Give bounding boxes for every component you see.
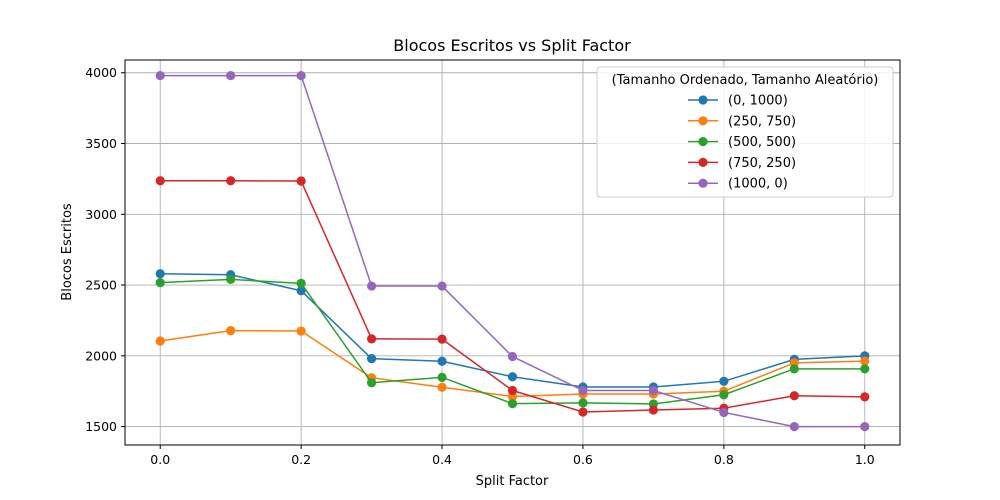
- data-point: [578, 398, 588, 408]
- data-point: [860, 364, 870, 374]
- data-point: [578, 385, 588, 396]
- data-point: [155, 176, 165, 186]
- data-point: [789, 421, 799, 432]
- data-point: [155, 278, 165, 288]
- y-tick-label: 3500: [85, 136, 117, 151]
- plot-frame: [124, 59, 901, 446]
- x-tick-label: 1.0: [855, 452, 875, 467]
- y-tick-label: 2000: [85, 348, 117, 363]
- legend: (Tamanho Ordenado, Tamanho Aleatório) (0…: [596, 66, 894, 198]
- y-axis-ticks: 1500 2000 2500 3000 3500 4000: [85, 65, 125, 434]
- data-point: [789, 364, 799, 374]
- legend-title: (Tamanho Ordenado, Tamanho Aleatório): [612, 73, 879, 88]
- data-point: [507, 351, 518, 362]
- x-tick-label: 0.6: [573, 452, 593, 467]
- data-point: [155, 70, 165, 81]
- y-axis-label: Blocos Escritos: [60, 203, 75, 301]
- data-point: [226, 176, 236, 186]
- data-point: [296, 326, 306, 336]
- data-point: [437, 334, 447, 344]
- data-point: [789, 391, 799, 401]
- data-point: [366, 334, 377, 344]
- legend-marker: [698, 137, 708, 147]
- x-tick-label: 0.4: [432, 452, 452, 467]
- x-axis-ticks: 0.0 0.2 0.4 0.6 0.8 1.0: [150, 445, 875, 467]
- data-point: [437, 356, 447, 366]
- x-tick-label: 0.2: [291, 452, 311, 467]
- y-tick-label: 4000: [85, 65, 117, 80]
- legend-item: (1000, 0): [688, 177, 788, 192]
- data-point: [437, 281, 447, 291]
- y-tick-label: 1500: [85, 419, 117, 434]
- data-point: [648, 385, 659, 396]
- data-point: [366, 354, 377, 364]
- data-point: [719, 376, 729, 386]
- legend-label: (1000, 0): [728, 177, 788, 192]
- data-point: [719, 407, 729, 418]
- legend-label: (500, 500): [728, 135, 796, 150]
- data-point: [366, 378, 377, 388]
- data-point: [296, 70, 306, 81]
- legend-marker: [698, 157, 708, 167]
- x-tick-label: 0.0: [150, 452, 170, 467]
- series-group: [155, 70, 870, 432]
- legend-items: (0, 1000) (250, 750) (500, 500) (750, 250) (…: [688, 94, 796, 192]
- legend-marker: [698, 116, 708, 126]
- data-point: [155, 269, 165, 279]
- legend-label: (0, 1000): [728, 94, 788, 109]
- data-point: [719, 390, 729, 400]
- legend-item: (250, 750): [688, 114, 796, 129]
- data-point: [437, 382, 447, 392]
- legend-item: (500, 500): [688, 135, 796, 150]
- y-tick-label: 2500: [85, 278, 117, 293]
- chart-title: Blocos Escritos vs Split Factor: [393, 36, 631, 55]
- data-point: [155, 336, 165, 346]
- series-2: [155, 326, 870, 402]
- data-point: [507, 385, 518, 396]
- x-tick-label: 0.8: [714, 452, 734, 467]
- data-point: [226, 274, 236, 284]
- y-tick-label: 3000: [85, 207, 117, 222]
- legend-label: (750, 250): [728, 156, 796, 171]
- data-point: [296, 286, 306, 296]
- data-point: [507, 372, 518, 382]
- legend-marker: [698, 95, 708, 105]
- data-point: [648, 405, 659, 415]
- data-point: [860, 392, 870, 402]
- series-3: [155, 274, 870, 409]
- data-point: [296, 176, 306, 186]
- data-point: [437, 372, 447, 382]
- legend-item: (750, 250): [688, 156, 796, 171]
- data-point: [578, 407, 588, 417]
- legend-marker: [698, 178, 708, 188]
- data-point: [507, 399, 518, 409]
- data-point: [860, 356, 870, 366]
- data-point: [296, 278, 306, 288]
- legend-label: (250, 750): [728, 114, 796, 129]
- data-point: [860, 421, 870, 432]
- data-point: [226, 70, 236, 81]
- legend-box: [596, 66, 894, 198]
- data-point: [366, 281, 377, 291]
- series-5: [155, 70, 870, 432]
- legend-item: (0, 1000): [688, 94, 788, 109]
- data-point: [226, 326, 236, 336]
- x-axis-label: Split Factor: [476, 474, 549, 489]
